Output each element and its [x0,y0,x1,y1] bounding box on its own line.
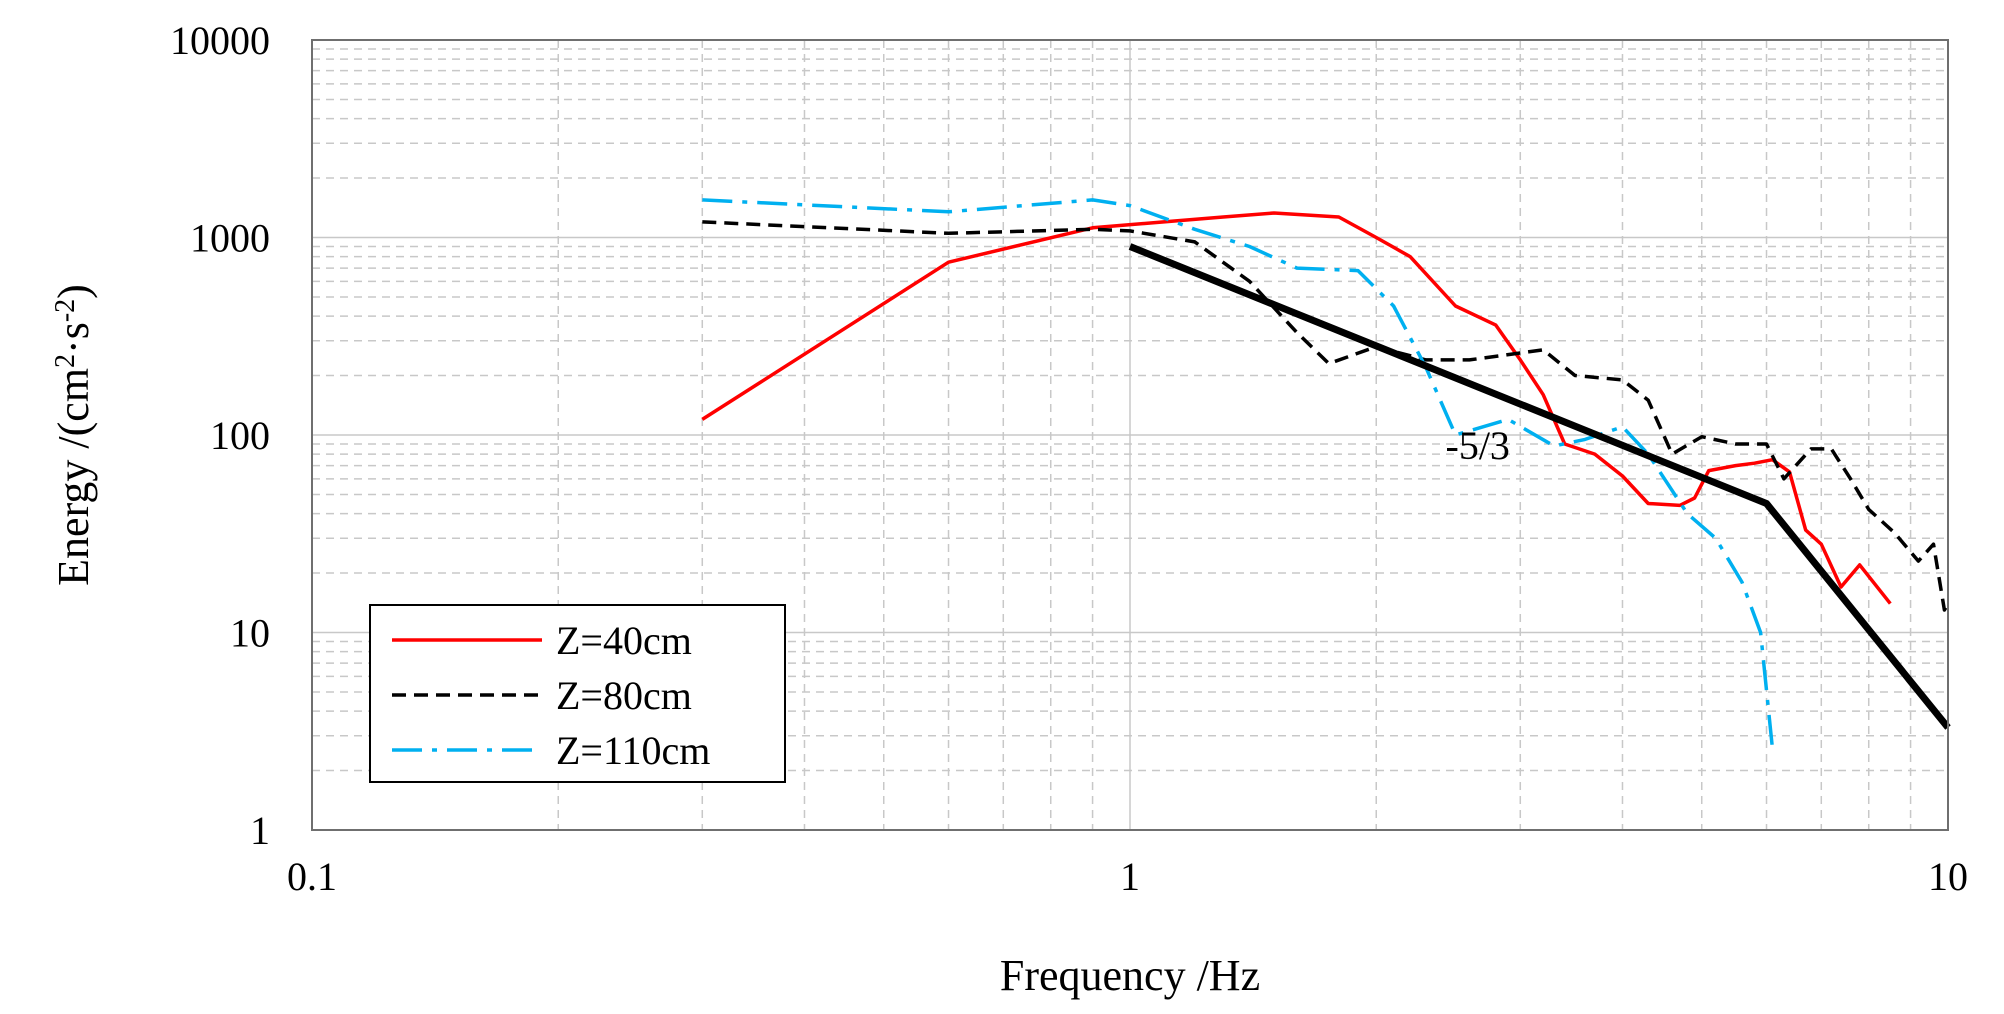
series-group [701,198,1951,749]
y-tick-label: 10000 [170,18,270,63]
legend-label: Z=80cm [556,673,692,718]
series-line-1 [701,211,1892,605]
x-axis-title: Frequency /Hz [1000,951,1260,1000]
series-line-slope-reference [1128,243,1951,730]
y-axis-title-sup2: -2 [50,299,81,322]
tick-labels: 0.1 1 10 1 10 100 1000 10000 [170,18,1968,899]
x-tick-label: 10 [1928,854,1968,899]
y-axis-title-end: ) [49,284,98,299]
series-line-3 [702,198,1775,749]
legend-label: Z=40cm [556,618,692,663]
y-axis-title-sup1: 2 [50,354,81,368]
legend-label: Z=110cm [556,728,710,773]
x-tick-label: 0.1 [287,854,337,899]
slope-annotation: -5/3 [1446,423,1510,468]
y-tick-label: 1000 [190,216,270,261]
y-axis-title-main: Energy /(cm [49,368,98,586]
x-tick-label: 1 [1120,854,1140,899]
y-tick-label: 100 [210,413,270,458]
annotations: -5/3 [1446,423,1510,468]
legend: Z=40cm Z=80cm Z=110cm [369,604,786,783]
plot-area [311,39,1949,831]
y-tick-label: 10 [230,611,270,656]
y-axis-title: Energy /(cm2·s-2) [49,284,98,586]
y-tick-label: 1 [250,808,270,853]
grid [312,40,1948,830]
series-line-2 [702,220,1950,612]
y-axis-title-mid: ·s [49,322,98,354]
